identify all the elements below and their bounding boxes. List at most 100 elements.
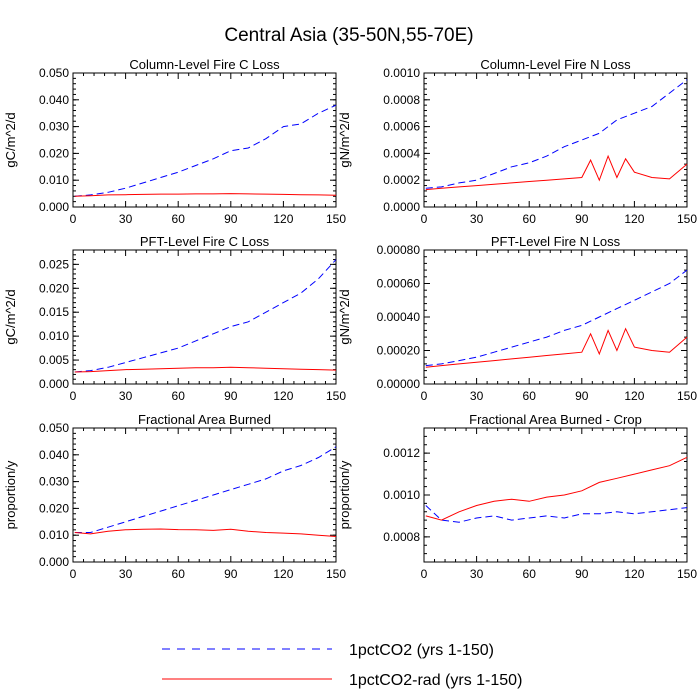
series-line-1pctco2 — [425, 505, 688, 523]
x-tick-label: 120 — [624, 567, 644, 581]
y-axis-label: gN/m^2/d — [337, 289, 352, 344]
series-line-1pctco2-rad — [425, 456, 688, 521]
x-tick-label: 0 — [70, 567, 77, 581]
y-tick-label: 0.010 — [39, 173, 69, 187]
x-tick-label: 120 — [273, 212, 293, 226]
x-tick-label: 0 — [421, 389, 428, 403]
legend-label-1pctco2-rad: 1pctCO2-rad (yrs 1-150) — [349, 672, 522, 689]
plot-frame — [423, 427, 688, 563]
panel-pft-level-fire-c-loss: PFT-Level Fire C Loss gC/m^2/d 0 30 60 90 120 1… — [3, 234, 346, 403]
x-tick-label: 30 — [470, 212, 484, 226]
x-tick-label: 60 — [172, 212, 186, 226]
legend-label-1pctco2: 1pctCO2 (yrs 1-150) — [349, 642, 494, 659]
plot-frame — [72, 427, 337, 563]
panel-title: Column-Level Fire N Loss — [480, 57, 631, 72]
y-axis-label: proportion/y — [3, 460, 18, 529]
y-tick-label: 0.000 — [39, 200, 69, 214]
x-tick-label: 30 — [470, 567, 484, 581]
y-tick-label: 0.010 — [39, 329, 69, 343]
x-tick-label: 30 — [119, 212, 133, 226]
y-tick-label: 0.030 — [39, 120, 69, 134]
y-tick-label: 0.0012 — [383, 446, 420, 460]
plot-frame — [72, 72, 337, 208]
plot-frame — [72, 249, 337, 385]
y-axis-label: gC/m^2/d — [3, 289, 18, 344]
y-tick-label: 0.0010 — [383, 488, 420, 502]
y-tick-label: 0.015 — [39, 305, 69, 319]
x-tick-label: 90 — [224, 567, 238, 581]
figure-title: Central Asia (35-50N,55-70E) — [224, 25, 473, 46]
y-tick-label: 0.00000 — [377, 377, 421, 391]
series-line-1pctco2-rad — [74, 528, 337, 537]
panel-title: PFT-Level Fire C Loss — [140, 234, 270, 249]
y-tick-label: 0.0000 — [383, 200, 420, 214]
x-tick-label: 150 — [677, 212, 697, 226]
x-tick-label: 150 — [677, 567, 697, 581]
y-tick-label: 0.00060 — [377, 277, 421, 291]
x-tick-label: 90 — [575, 567, 589, 581]
y-tick-label: 0.050 — [39, 421, 69, 435]
y-tick-label: 0.025 — [39, 257, 69, 271]
panel-title: Fractional Area Burned - Crop — [469, 412, 642, 427]
y-axis-label: gC/m^2/d — [3, 112, 18, 167]
y-tick-label: 0.00040 — [377, 310, 421, 324]
series-line-1pctco2 — [425, 79, 688, 189]
y-tick-label: 0.040 — [39, 93, 69, 107]
plot-frame — [423, 72, 688, 208]
y-tick-label: 0.020 — [39, 281, 69, 295]
series-line-1pctco2-rad — [74, 366, 337, 373]
x-tick-label: 60 — [172, 567, 186, 581]
y-tick-label: 0.000 — [39, 555, 69, 569]
x-tick-label: 30 — [470, 389, 484, 403]
x-tick-label: 60 — [523, 389, 537, 403]
y-axis-label: proportion/y — [337, 460, 352, 529]
y-tick-label: 0.010 — [39, 528, 69, 542]
x-tick-label: 90 — [224, 389, 238, 403]
x-tick-label: 150 — [326, 389, 346, 403]
x-tick-label: 150 — [326, 567, 346, 581]
y-tick-label: 0.00080 — [377, 243, 421, 257]
x-tick-label: 30 — [119, 567, 133, 581]
panel-title: PFT-Level Fire N Loss — [491, 234, 621, 249]
x-tick-label: 0 — [421, 567, 428, 581]
legend: 1pctCO2 (yrs 1-150) 1pctCO2-rad (yrs 1-1… — [162, 642, 522, 689]
y-tick-label: 0.050 — [39, 66, 69, 80]
y-tick-label: 0.0004 — [383, 146, 420, 160]
x-tick-label: 150 — [677, 389, 697, 403]
panel-pft-level-fire-n-loss: PFT-Level Fire N Loss gN/m^2/d 0 30 60 90 120 1… — [337, 234, 697, 403]
x-tick-label: 60 — [172, 389, 186, 403]
x-tick-label: 90 — [575, 212, 589, 226]
y-axis-label: gN/m^2/d — [337, 112, 352, 167]
y-tick-label: 0.020 — [39, 146, 69, 160]
y-tick-label: 0.0006 — [383, 120, 420, 134]
series-line-1pctco2 — [425, 269, 688, 367]
x-tick-label: 150 — [326, 212, 346, 226]
y-tick-label: 0.030 — [39, 475, 69, 489]
y-tick-label: 0.0008 — [383, 93, 420, 107]
x-tick-label: 120 — [273, 567, 293, 581]
series-line-1pctco2-rad — [425, 154, 688, 191]
x-tick-label: 60 — [523, 567, 537, 581]
panel-fractional-area-burned-crop: Fractional Area Burned - Crop proportion/… — [337, 412, 697, 581]
panel-title: Fractional Area Burned — [138, 412, 271, 427]
series-line-1pctco2 — [74, 104, 337, 197]
panel-column-level-fire-c-loss: Column-Level Fire C Loss gC/m^2/d 0 30 60 90 1… — [3, 57, 346, 226]
x-tick-label: 90 — [224, 212, 238, 226]
x-tick-label: 120 — [624, 389, 644, 403]
series-line-1pctco2 — [74, 446, 337, 533]
y-tick-label: 0.0008 — [383, 530, 420, 544]
y-tick-label: 0.005 — [39, 353, 69, 367]
x-tick-label: 120 — [273, 389, 293, 403]
series-line-1pctco2 — [74, 259, 337, 373]
x-tick-label: 0 — [421, 212, 428, 226]
series-line-1pctco2-rad — [74, 193, 337, 197]
x-tick-label: 120 — [624, 212, 644, 226]
x-tick-label: 90 — [575, 389, 589, 403]
x-tick-label: 60 — [523, 212, 537, 226]
y-tick-label: 0.00020 — [377, 344, 421, 358]
panel-title: Column-Level Fire C Loss — [129, 57, 280, 72]
y-tick-label: 0.000 — [39, 377, 69, 391]
x-tick-label: 0 — [70, 389, 77, 403]
y-tick-label: 0.0002 — [383, 173, 420, 187]
